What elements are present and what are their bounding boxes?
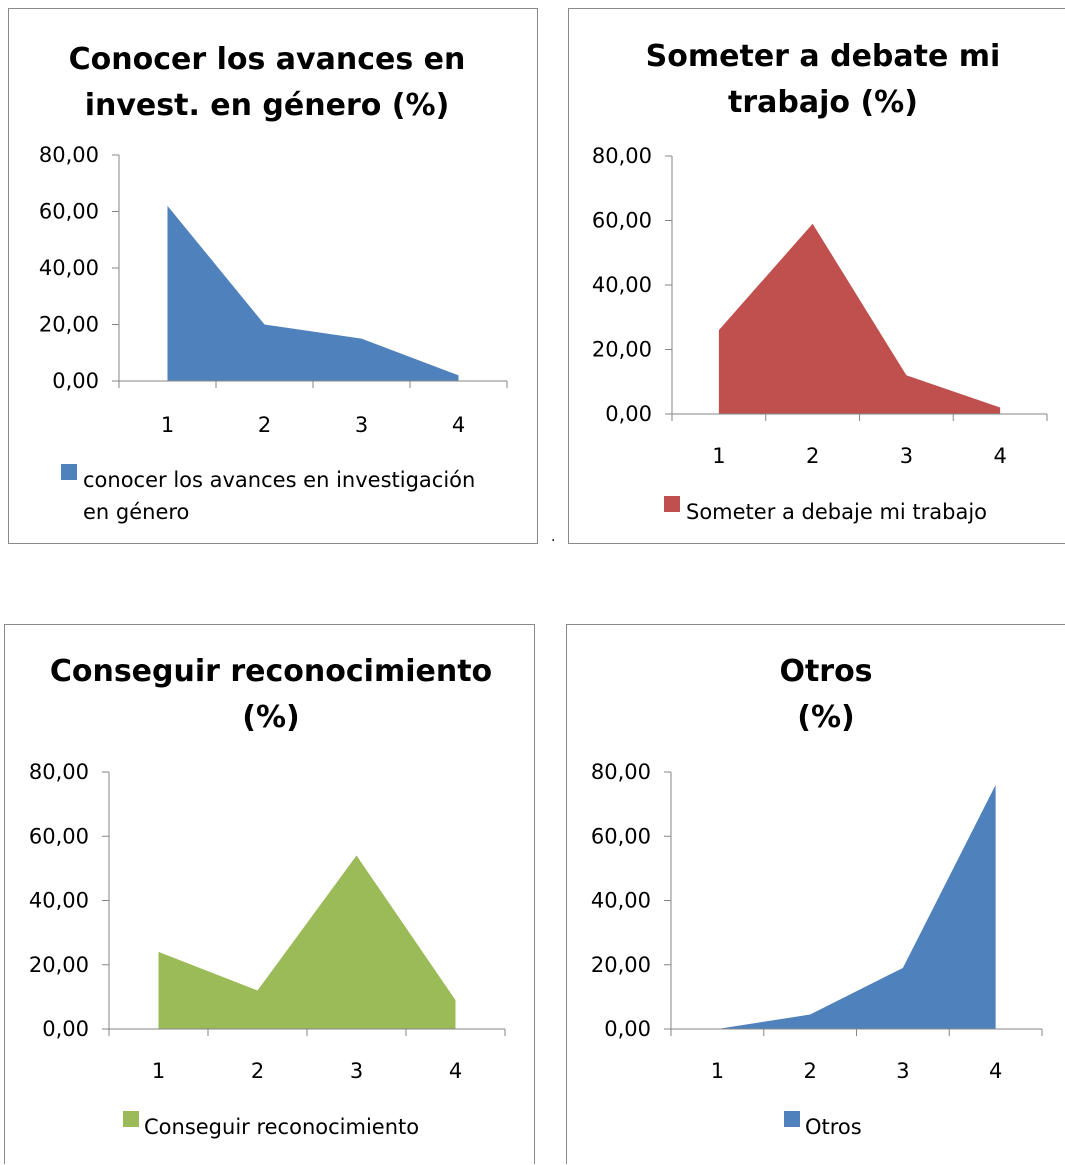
x-tick-label: 1 xyxy=(712,444,725,468)
y-tick-label: 80,00 xyxy=(591,760,651,784)
x-tick-label: 3 xyxy=(900,444,913,468)
x-tick-label: 1 xyxy=(152,1059,165,1083)
y-tick-label: 80,00 xyxy=(29,760,89,784)
chart-svg: Conseguir reconocimiento (%) 0,00 20,00 40,0… xyxy=(5,625,536,1165)
x-tick-label: 1 xyxy=(161,413,174,437)
x-tick-label: 3 xyxy=(896,1059,909,1083)
legend-label: Conseguir reconocimiento xyxy=(144,1115,419,1139)
x-tick-label: 4 xyxy=(993,444,1006,468)
chart-panel-conocer: Conocer los avances en invest. en género … xyxy=(8,8,538,544)
chart-title-line: Conocer los avances en xyxy=(69,42,466,77)
chart-title-line: Conseguir reconocimiento xyxy=(50,654,492,689)
y-tick-label: 20,00 xyxy=(592,338,652,362)
y-tick-label: 40,00 xyxy=(29,889,89,913)
x-tick-label: 3 xyxy=(355,413,368,437)
y-tick-label: 40,00 xyxy=(592,273,652,297)
legend-label: conocer los avances en investigación xyxy=(83,468,475,492)
y-tick-label: 0,00 xyxy=(52,369,99,393)
series-area xyxy=(159,856,456,1029)
y-tick-label: 0,00 xyxy=(605,402,652,426)
series-area xyxy=(717,785,995,1029)
y-tick-label: 40,00 xyxy=(39,256,99,280)
y-tick-label: 60,00 xyxy=(39,200,99,224)
chart-title-line: trabajo (%) xyxy=(728,85,918,120)
chart-title-line: invest. en género (%) xyxy=(85,88,450,123)
chart-title-line: Otros xyxy=(779,654,872,689)
x-tick-label: 2 xyxy=(806,444,819,468)
y-tick-label: 20,00 xyxy=(591,953,651,977)
x-tick-label: 3 xyxy=(350,1059,363,1083)
y-tick-label: 80,00 xyxy=(39,143,99,167)
y-tick-label: 60,00 xyxy=(591,824,651,848)
y-tick-label: 0,00 xyxy=(42,1017,89,1041)
legend-swatch xyxy=(664,496,680,512)
y-tick-label: 60,00 xyxy=(592,209,652,233)
stray-period: . xyxy=(551,530,555,544)
x-tick-label: 2 xyxy=(803,1059,816,1083)
x-tick-label: 4 xyxy=(989,1059,1002,1083)
y-tick-label: 20,00 xyxy=(39,313,99,337)
legend-swatch xyxy=(61,464,77,480)
chart-title-line: (%) xyxy=(242,700,299,735)
chart-svg: Someter a debate mi trabajo (%) 0,00 20,00 4… xyxy=(569,9,1065,545)
chart-title-line: Someter a debate mi xyxy=(646,39,1001,74)
y-tick-label: 40,00 xyxy=(591,889,651,913)
legend-swatch xyxy=(784,1111,800,1127)
x-tick-label: 2 xyxy=(258,413,271,437)
y-tick-label: 60,00 xyxy=(29,824,89,848)
y-tick-label: 20,00 xyxy=(29,953,89,977)
y-tick-label: 80,00 xyxy=(592,144,652,168)
chart-svg: Conocer los avances en invest. en género … xyxy=(9,9,539,545)
x-tick-label: 1 xyxy=(711,1059,724,1083)
series-area xyxy=(719,224,1000,414)
legend-label: Someter a debaje mi trabajo xyxy=(686,500,987,524)
legend-label: Otros xyxy=(805,1115,862,1139)
legend-label: en género xyxy=(83,500,189,524)
series-area xyxy=(168,206,459,381)
chart-title-line: (%) xyxy=(797,700,854,735)
chart-panel-someter: Someter a debate mi trabajo (%) 0,00 20,00 4… xyxy=(568,8,1065,544)
x-tick-label: 4 xyxy=(452,413,465,437)
chart-svg: Otros (%) 0,00 20,00 40,00 60,00 80,00 1 2 3 4 Otro… xyxy=(567,625,1065,1165)
x-tick-label: 4 xyxy=(449,1059,462,1083)
legend-swatch xyxy=(123,1111,139,1127)
y-tick-label: 0,00 xyxy=(604,1017,651,1041)
chart-panel-otros: Otros (%) 0,00 20,00 40,00 60,00 80,00 1 2 3 4 Otro… xyxy=(566,624,1065,1164)
x-tick-label: 2 xyxy=(251,1059,264,1083)
chart-panel-conseguir: Conseguir reconocimiento (%) 0,00 20,00 40,0… xyxy=(4,624,535,1164)
